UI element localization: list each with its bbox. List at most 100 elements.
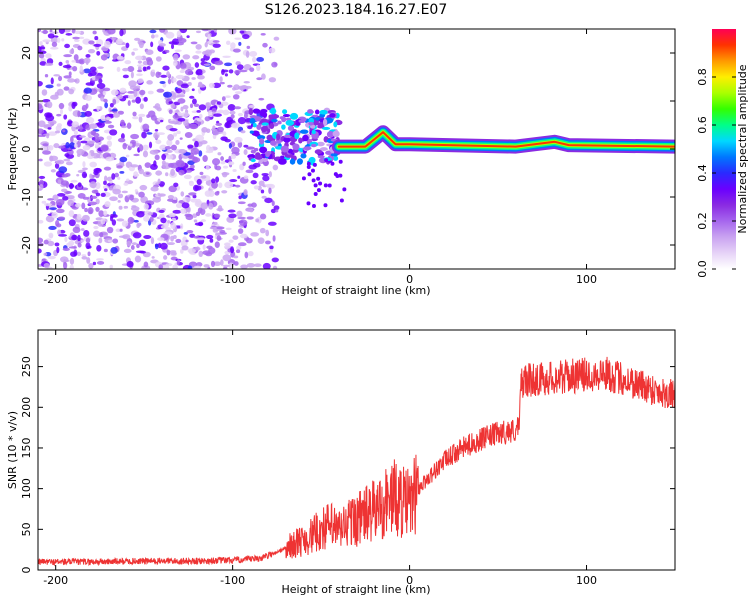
spectrogram-cell [56, 208, 65, 214]
spectrogram-cell [225, 40, 231, 45]
spectrogram-cell [311, 143, 317, 148]
spectrogram-cell [126, 240, 132, 247]
spectrogram-cell [111, 219, 117, 226]
spectrogram-cell [215, 176, 220, 183]
spectrogram-cell [245, 208, 254, 212]
spectrogram-cell [292, 143, 300, 151]
spectrogram-cell [142, 144, 149, 151]
spectrogram-cell [255, 218, 260, 223]
spectrogram-cell [78, 36, 85, 40]
spectrogram-cell [228, 213, 237, 219]
spectrogram-cell [249, 117, 256, 124]
spectrogram-cell [127, 90, 136, 94]
spectrogram-cell [245, 169, 254, 174]
spectrogram-cell [119, 156, 128, 163]
spectrogram-cell [146, 66, 151, 70]
spectrogram-cell [120, 133, 125, 140]
spectrogram-cell [167, 78, 172, 85]
spectrogram-cell [189, 95, 195, 99]
spectrogram-cell [50, 46, 59, 50]
spectrogram-cell [121, 190, 128, 194]
spectrogram-cell [317, 155, 325, 159]
spectrogram-cell [77, 182, 82, 188]
spectrogram-cell [138, 41, 144, 49]
spectrogram-cell [330, 153, 338, 157]
spectrogram-cell [256, 77, 263, 81]
spectrogram-cell [119, 170, 125, 174]
spectrogram-cell [211, 107, 217, 113]
spectrogram-cell [96, 258, 104, 261]
spectrogram-cell [109, 102, 114, 108]
spectrogram-cell [186, 35, 190, 39]
spectrogram-cell [93, 43, 102, 47]
spectrogram-cell [170, 168, 176, 177]
spectrogram-cell [261, 172, 269, 177]
spectrogram-cell [142, 150, 149, 158]
snr-x-tick-label: -200 [43, 574, 68, 587]
spectrogram-cell [154, 128, 159, 132]
spectrogram-cell [165, 172, 169, 177]
spectrogram-cell [233, 261, 239, 266]
colorbar-tick-label: 0.0 [696, 260, 709, 278]
spectrogram-cell [214, 241, 220, 248]
spectrogram-cell [195, 44, 202, 50]
spectrogram-cell [85, 116, 95, 124]
spectrogram-cell [160, 225, 167, 229]
spectrogram-cell [62, 196, 69, 201]
spectrogram-cell [323, 183, 328, 188]
spectrogram-cell [194, 246, 201, 251]
spectrogram-cell [216, 226, 225, 230]
spectrogram-cell [265, 151, 271, 158]
spectrogram-cell [94, 233, 101, 237]
spectrogram-cell [38, 45, 42, 53]
spectrogram-cell [153, 160, 157, 167]
spectrogram-cell [196, 117, 203, 122]
spectrogram-cell [243, 81, 250, 84]
spectrogram-cell [222, 55, 231, 59]
spectrogram-cell [150, 34, 155, 39]
spectrogram-cell [49, 207, 57, 211]
spectrogram-cell [178, 169, 185, 176]
spectrogram-cell [157, 237, 165, 241]
spectrogram-cell [250, 232, 260, 237]
spectrogram-cell [269, 108, 277, 114]
spectrogram-cell [190, 164, 195, 169]
spectrogram-cell [175, 139, 180, 145]
spectrogram-cell [103, 166, 112, 171]
spectrogram-cell [52, 194, 59, 201]
spectrogram-cell [43, 161, 53, 167]
snr-y-tick-label: 150 [20, 437, 33, 458]
spectrogram-cell [180, 223, 184, 230]
spectrogram-cell [69, 264, 74, 269]
spectrogram-cell [138, 168, 144, 175]
spectrogram-cell [231, 146, 240, 154]
spectrogram-cell [279, 116, 285, 120]
spectrogram-cell [63, 114, 68, 120]
spectrogram-cell [195, 50, 202, 54]
spectrogram-cell [85, 54, 91, 58]
spectrogram-cell [183, 231, 188, 235]
spectrogram-cell [92, 30, 97, 35]
spectrogram-cell [79, 135, 86, 138]
spectrogram-cell [216, 126, 224, 133]
spectrogram-cell [301, 176, 306, 181]
spectrogram-cell [89, 70, 97, 77]
spectrogram-cell [109, 196, 118, 202]
spectrogram-cell [187, 206, 191, 213]
spectrogram-cell [150, 41, 154, 48]
spectrogram-cell [44, 202, 52, 207]
spectrogram-cell [51, 211, 58, 219]
spectrogram-cell [180, 106, 184, 112]
spectrogram-cell [238, 41, 242, 46]
spectrogram-cell [61, 188, 68, 193]
spectrogram-cell [85, 94, 92, 102]
spectrogram-cell [200, 58, 205, 62]
spectrogram-cell [158, 43, 166, 47]
spectrogram-cell [215, 122, 223, 127]
spectrogram-cell [92, 261, 97, 266]
spectrogram-cell [318, 181, 323, 186]
spectrogram-cell [332, 130, 340, 138]
spectrogram-cell [104, 102, 109, 109]
spectrogram-cell [44, 74, 49, 78]
spectrogram-cell [81, 254, 87, 257]
